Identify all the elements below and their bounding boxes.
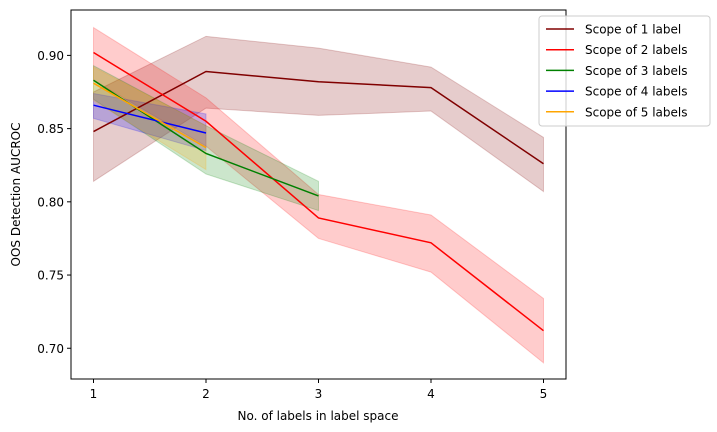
band-series-1 (93, 35, 544, 193)
legend-label-series-5: Scope of 5 labels (585, 105, 687, 119)
legend-label-series-1: Scope of 1 label (585, 23, 681, 37)
band-series-4 (93, 92, 207, 152)
legend-label-series-4: Scope of 4 labels (585, 85, 687, 99)
legend-label-series-2: Scope of 2 labels (585, 43, 687, 57)
x-tick-label: 3 (315, 387, 323, 401)
line-series-4 (93, 104, 207, 134)
y-axis-ticks: 0.70 0.75 0.80 0.85 0.90 (37, 49, 71, 356)
line-series-5 (93, 82, 207, 149)
y-tick-label: 0.80 (37, 195, 64, 209)
x-tick-label: 4 (427, 387, 435, 401)
x-axis-label: No. of labels in label space (238, 409, 399, 423)
series-lines (93, 51, 544, 332)
y-tick-label: 0.90 (37, 49, 64, 63)
x-tick-label: 5 (540, 387, 548, 401)
line-series-1 (93, 70, 544, 165)
line-series-2 (93, 51, 544, 332)
legend-label-series-3: Scope of 3 labels (585, 64, 687, 78)
y-axis-label: OOS Detection AUCROC (9, 123, 23, 267)
x-tick-label: 1 (90, 387, 98, 401)
y-tick-label: 0.75 (37, 269, 64, 283)
x-tick-label: 2 (202, 387, 210, 401)
legend: Scope of 1 label Scope of 2 labels Scope o… (538, 15, 711, 127)
x-axis-ticks: 1 2 3 4 5 (90, 379, 548, 401)
y-tick-label: 0.85 (37, 122, 64, 136)
legend-box (538, 15, 711, 127)
y-tick-label: 0.70 (37, 342, 64, 356)
